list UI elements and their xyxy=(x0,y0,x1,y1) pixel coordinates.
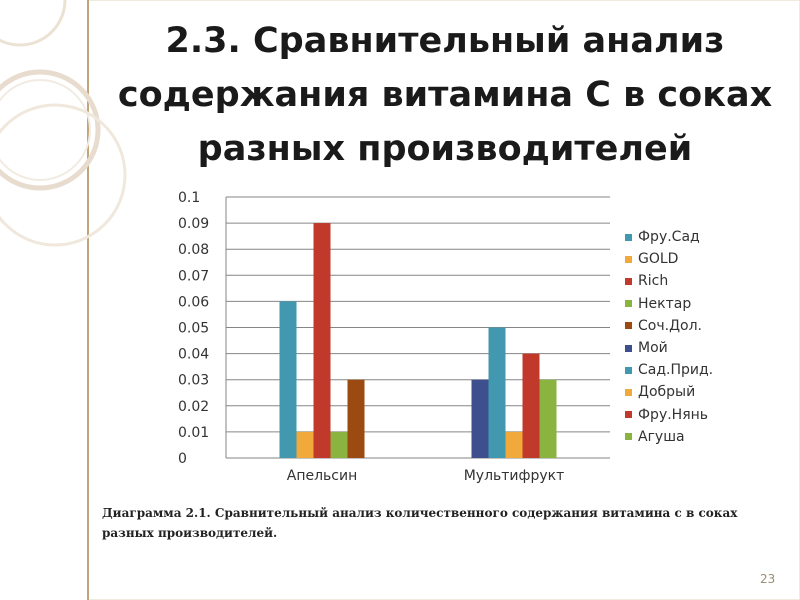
legend-label: Фру.Нянь xyxy=(638,406,709,423)
legend-item: Нектар xyxy=(625,293,785,315)
title-line-1: 2.3. Сравнительный анализ xyxy=(165,21,725,61)
legend-label: Добрый xyxy=(638,384,696,401)
decor-ring-large xyxy=(0,69,101,191)
bar xyxy=(488,327,506,458)
bar xyxy=(296,431,314,458)
bar xyxy=(347,379,365,458)
legend-label: GOLD xyxy=(638,251,679,268)
legend-label: Мой xyxy=(638,340,668,357)
y-tick-label: 0.08 xyxy=(178,242,209,258)
bar-chart: 0 0.01 0.02 0.03 0.04 0.05 0.06 0.07 0.08 0.09 0.1… xyxy=(178,190,610,484)
legend-swatch xyxy=(625,233,632,241)
y-tick-label: 0.01 xyxy=(178,425,209,441)
bar xyxy=(522,353,540,458)
legend-item: Добрый xyxy=(625,381,785,403)
y-tick-label: 0.07 xyxy=(178,268,209,284)
legend-swatch xyxy=(625,411,632,419)
legend-swatch xyxy=(625,322,632,330)
title-line-2: содержания витамина С в соках xyxy=(117,75,773,115)
legend-item: Соч.Дол. xyxy=(625,315,785,337)
legend-item: Фру.Нянь xyxy=(625,404,785,426)
legend-swatch xyxy=(625,366,632,374)
legend-item: Агуша xyxy=(625,426,785,448)
legend-swatch xyxy=(625,255,632,263)
chart-legend: Фру.Сад GOLD Rich Нектар Соч.Дол. Мой Сад.Прид… xyxy=(625,226,785,448)
bar xyxy=(330,431,348,458)
bar xyxy=(539,379,557,458)
legend-label: Сад.Прид. xyxy=(638,362,714,379)
y-tick-label: 0.06 xyxy=(178,294,209,310)
legend-label: Фру.Сад xyxy=(638,229,700,246)
legend-label: Rich xyxy=(638,273,669,290)
title-line-3: разных производителей xyxy=(197,129,693,169)
bar xyxy=(505,431,523,458)
legend-swatch xyxy=(625,388,632,396)
legend-swatch xyxy=(625,433,632,441)
y-tick-label: 0 xyxy=(178,451,187,467)
legend-item: GOLD xyxy=(625,248,785,270)
slide-title: 2.3. Сравнительный анализ содержания вит… xyxy=(100,14,790,176)
y-tick-label: 0.09 xyxy=(178,216,209,232)
decor-ring-lower xyxy=(0,103,127,247)
legend-item: Мой xyxy=(625,337,785,359)
decor-ring-upper xyxy=(0,0,67,47)
legend-label: Нектар xyxy=(638,295,692,312)
y-tick-label: 0.05 xyxy=(178,321,209,337)
page-number: 23 xyxy=(760,572,776,586)
legend-swatch xyxy=(625,344,632,352)
legend-item: Сад.Прид. xyxy=(625,359,785,381)
decor-ring-outline xyxy=(0,79,91,181)
bar xyxy=(471,379,489,458)
bar xyxy=(279,301,297,458)
chart-caption: Диаграмма 2.1. Сравнительный анализ коли… xyxy=(102,506,738,540)
y-tick-label: 0.04 xyxy=(178,347,209,363)
bar xyxy=(313,223,331,458)
legend-swatch xyxy=(625,300,632,308)
legend-label: Агуша xyxy=(638,428,685,445)
x-tick-label: Мультифрукт xyxy=(464,468,565,484)
legend-item: Фру.Сад xyxy=(625,226,785,248)
y-tick-label: 0.1 xyxy=(178,190,200,206)
legend-swatch xyxy=(625,277,632,285)
y-tick-label: 0.02 xyxy=(178,399,209,415)
legend-item: Rich xyxy=(625,270,785,292)
x-tick-label: Апельсин xyxy=(287,468,358,484)
legend-label: Соч.Дол. xyxy=(638,317,702,334)
y-tick-label: 0.03 xyxy=(178,373,209,389)
